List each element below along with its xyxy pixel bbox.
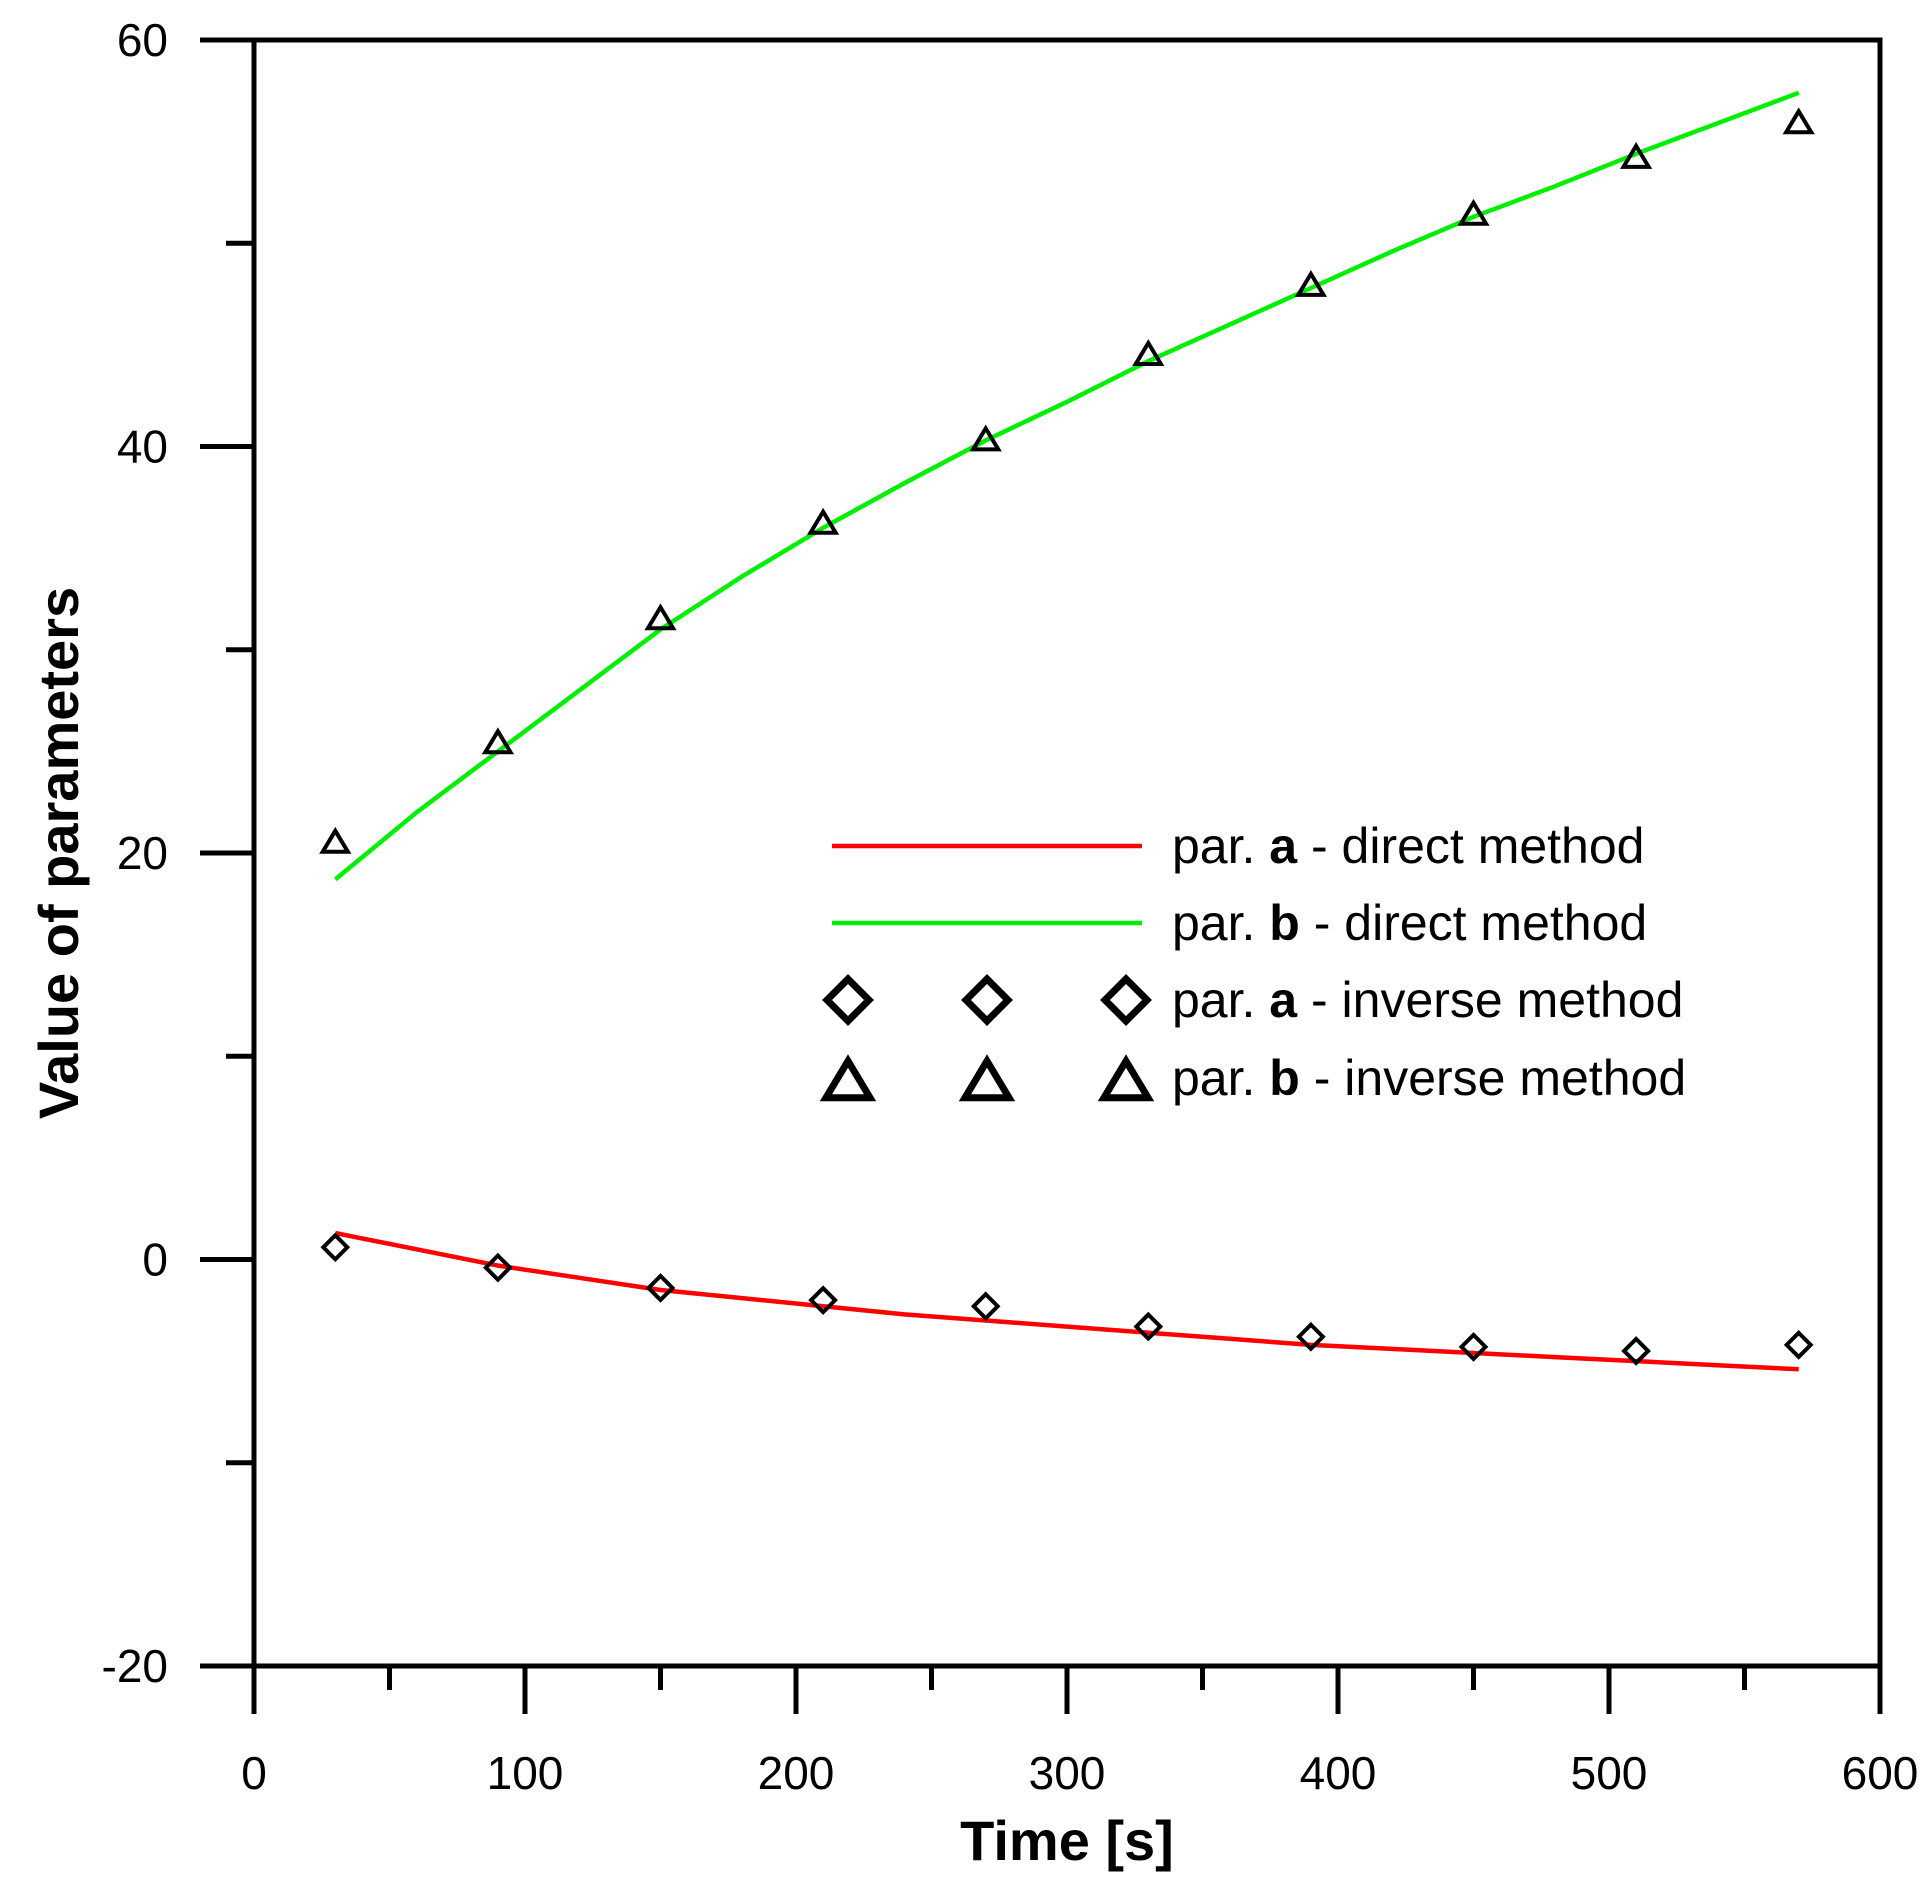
legend-label-param: b <box>1269 895 1300 951</box>
legend-label-param: b <box>1269 1050 1300 1106</box>
marker-diamond-point <box>1621 1336 1651 1366</box>
legend-label: par. b - inverse method <box>1172 1050 1686 1106</box>
marker-triangle-point <box>1782 107 1815 135</box>
series-line-a <box>334 1230 1799 1372</box>
x-tick-label: 100 <box>487 1747 564 1799</box>
legend-label-suffix: - inverse method <box>1297 972 1683 1028</box>
x-tick-label: 0 <box>241 1747 267 1799</box>
series-line-b <box>333 90 1800 882</box>
legend-triangle-swatch <box>819 1054 877 1102</box>
major-ticks <box>200 37 1883 1714</box>
marker-diamond-point <box>1133 1311 1164 1342</box>
y-tick-label: -20 <box>102 1640 168 1692</box>
x-axis-title: Time [s] <box>960 1809 1174 1872</box>
marker-diamond-point <box>483 1252 513 1283</box>
legend-label-prefix: par. <box>1172 895 1269 951</box>
x-tick-label: 600 <box>1842 1747 1919 1799</box>
legend-label-param: a <box>1269 972 1298 1028</box>
legend-diamond-swatch <box>1100 974 1152 1026</box>
legend-label-suffix: - inverse method <box>1300 1050 1686 1106</box>
marker-triangle-point <box>1457 198 1490 226</box>
legend-diamond-swatch <box>961 974 1013 1026</box>
y-tick-label: 0 <box>142 1234 168 1286</box>
y-tick-label: 40 <box>117 421 168 473</box>
marker-diamond-point <box>1296 1321 1326 1352</box>
marker-diamond-point <box>645 1273 676 1303</box>
marker-triangle-point <box>1619 141 1653 169</box>
legend-label-prefix: par. <box>1172 818 1269 874</box>
legend-diamond-swatch <box>822 974 874 1026</box>
legend-triangle-swatch <box>958 1054 1016 1102</box>
legend-triangle-swatch <box>1097 1054 1155 1102</box>
marker-triangle-point <box>481 727 515 755</box>
legend-label: par. b - direct method <box>1172 895 1647 951</box>
x-tick-label: 300 <box>1029 1747 1106 1799</box>
y-tick-label: 60 <box>117 14 168 66</box>
legend-label-suffix: - direct method <box>1297 818 1644 874</box>
legend-label-prefix: par. <box>1172 1050 1269 1106</box>
plot-frame <box>251 37 1883 1669</box>
marker-diamond-point <box>970 1291 1001 1322</box>
x-tick-label: 200 <box>758 1747 835 1799</box>
marker-diamond-point <box>320 1232 351 1263</box>
x-tick-label: 500 <box>1571 1747 1648 1799</box>
legend-label: par. a - inverse method <box>1172 972 1683 1028</box>
marker-triangle-point <box>1294 270 1328 297</box>
legend-label-param: a <box>1269 818 1298 874</box>
marker-diamond-point <box>1458 1332 1489 1362</box>
y-axis-title: Value of parameters <box>27 587 90 1119</box>
legend-label-suffix: - direct method <box>1300 895 1647 951</box>
x-tick-label: 400 <box>1300 1747 1377 1799</box>
tick-labels: 0 100 200 300 400 500 600 -20 0 20 40 60 <box>102 14 1919 1799</box>
marker-triangle-point <box>319 826 352 854</box>
marker-triangle-point <box>1132 339 1165 367</box>
minor-ticks <box>226 240 1747 1690</box>
marker-triangle-point <box>969 424 1002 452</box>
legend-label: par. a - direct method <box>1172 818 1644 874</box>
legend-label-prefix: par. <box>1172 972 1269 1028</box>
marker-triangle-point <box>644 603 677 631</box>
marker-diamond-point <box>1783 1330 1814 1360</box>
series-layer <box>319 90 1815 1372</box>
y-tick-label: 20 <box>117 827 168 879</box>
marker-triangle-point <box>806 507 840 535</box>
marker-diamond-point <box>808 1285 838 1315</box>
